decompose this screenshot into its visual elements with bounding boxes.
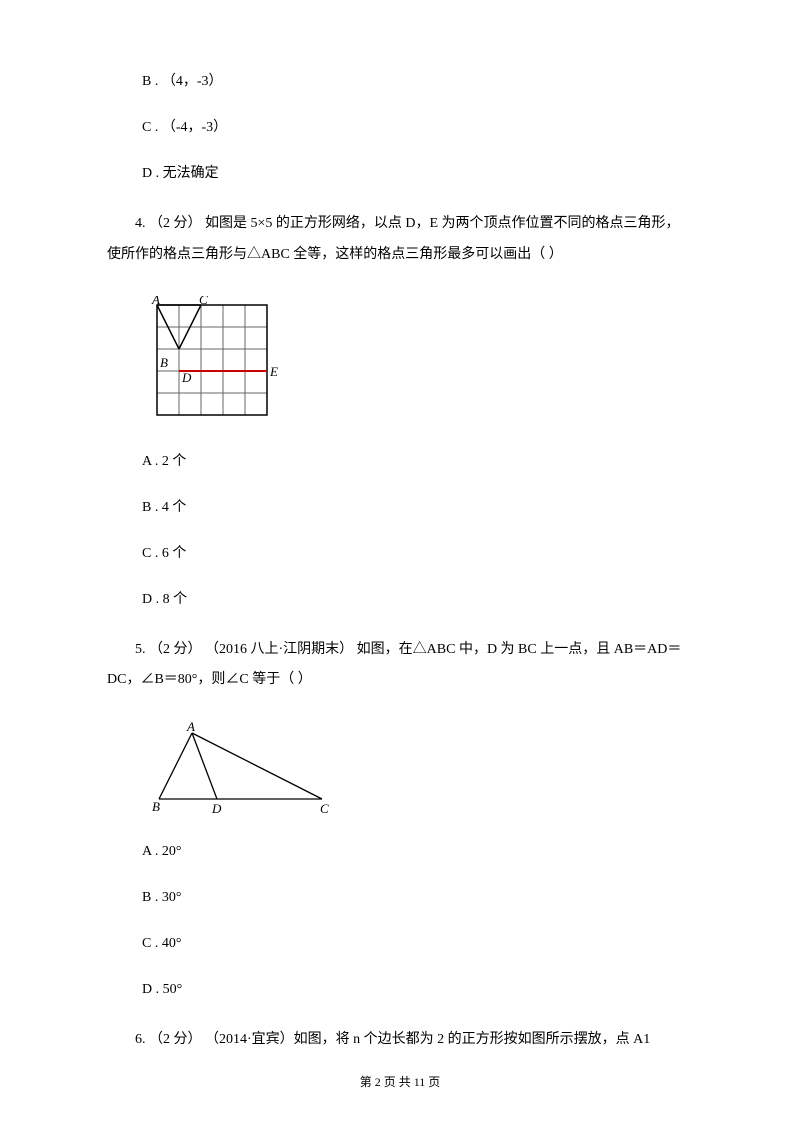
option-text: B . 4 个 — [142, 500, 186, 515]
triangle-diagram-svg: A B D C — [142, 721, 342, 816]
option-c-q3: C . （-4，-3） — [107, 117, 693, 138]
option-text: D . 8 个 — [142, 592, 187, 607]
page-number: 第 2 页 共 11 页 — [360, 1075, 441, 1089]
svg-text:C: C — [199, 296, 208, 307]
option-text: C . （-4，-3） — [142, 120, 227, 135]
question-5: 5. （2 分） （2016 八上·江阴期末） 如图，在△ABC 中，D 为 B… — [107, 635, 693, 697]
option-d-q3: D . 无法确定 — [107, 163, 693, 184]
svg-text:E: E — [269, 364, 278, 379]
question-text: 5. （2 分） （2016 八上·江阴期末） 如图，在△ABC 中，D 为 B… — [107, 642, 681, 688]
option-a-q4: A . 2 个 — [107, 451, 693, 472]
option-b-q3: B . （4，-3） — [107, 71, 693, 92]
svg-text:A: A — [151, 296, 160, 307]
figure-q4-grid: A C B D E — [142, 296, 693, 426]
question-6: 6. （2 分） （2014·宜宾）如图，将 n 个边长都为 2 的正方形按如图… — [107, 1025, 693, 1056]
grid-diagram-svg: A C B D E — [142, 296, 292, 426]
option-text: B . 30° — [142, 890, 181, 905]
option-d-q4: D . 8 个 — [107, 589, 693, 610]
svg-text:D: D — [211, 801, 222, 816]
option-a-q5: A . 20° — [107, 841, 693, 862]
page-footer: 第 2 页 共 11 页 — [0, 1073, 800, 1091]
option-text: C . 40° — [142, 936, 181, 951]
option-b-q5: B . 30° — [107, 887, 693, 908]
option-text: A . 2 个 — [142, 454, 186, 469]
option-b-q4: B . 4 个 — [107, 497, 693, 518]
option-text: D . 无法确定 — [142, 166, 219, 181]
option-text: B . （4，-3） — [142, 74, 223, 89]
question-text: 6. （2 分） （2014·宜宾）如图，将 n 个边长都为 2 的正方形按如图… — [135, 1032, 650, 1047]
svg-text:B: B — [152, 799, 160, 814]
question-4: 4. （2 分） 如图是 5×5 的正方形网络，以点 D，E 为两个顶点作位置不… — [107, 209, 693, 271]
option-c-q5: C . 40° — [107, 933, 693, 954]
question-text: 4. （2 分） 如图是 5×5 的正方形网络，以点 D，E 为两个顶点作位置不… — [107, 216, 680, 262]
option-text: D . 50° — [142, 982, 182, 997]
option-text: C . 6 个 — [142, 546, 186, 561]
svg-text:A: A — [186, 721, 195, 734]
option-d-q5: D . 50° — [107, 979, 693, 1000]
svg-text:C: C — [320, 801, 329, 816]
svg-text:D: D — [181, 370, 192, 385]
svg-text:B: B — [160, 355, 168, 370]
option-c-q4: C . 6 个 — [107, 543, 693, 564]
option-text: A . 20° — [142, 844, 181, 859]
figure-q5-triangle: A B D C — [142, 721, 693, 816]
